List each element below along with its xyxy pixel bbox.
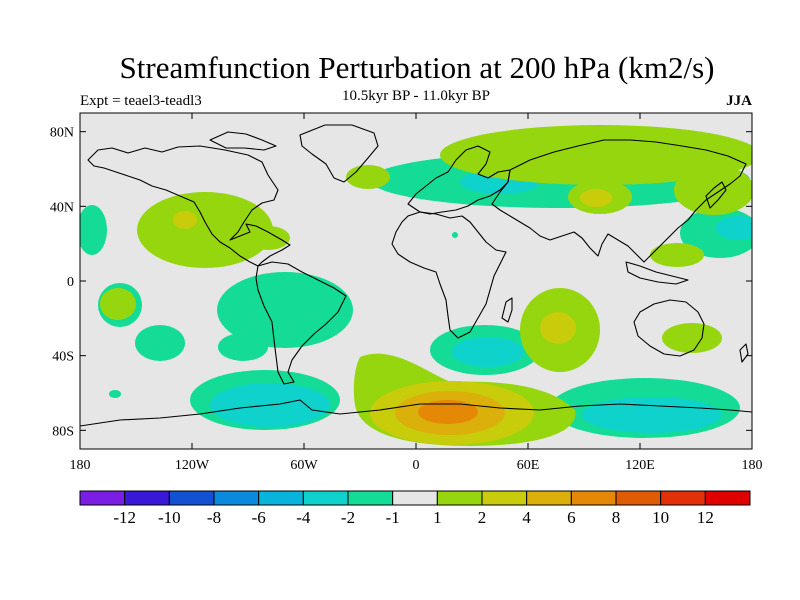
x-tick-label: 180 <box>742 458 763 473</box>
experiment-label: Expt = teael3-teadl3 <box>80 93 202 109</box>
australia-coastline <box>633 299 705 357</box>
x-tick-label: 180 <box>70 458 91 473</box>
colorbar: -12 -10 -8 -6 -4 -2 -1 1 2 4 6 8 10 12 <box>79 490 751 527</box>
colorbar-label: -1 <box>386 508 400 527</box>
anomaly-pos-north-pacific <box>137 192 273 268</box>
y-tick-label: 80S <box>52 424 74 439</box>
colorbar-swatch <box>213 490 260 506</box>
colorbar-label: -12 <box>113 508 136 527</box>
anomaly-neg-south-america-band <box>217 272 353 348</box>
map-content <box>80 113 752 449</box>
y-tick-label: 0 <box>67 275 74 290</box>
colorbar-swatch <box>392 490 438 506</box>
coastlines <box>80 124 752 427</box>
anomaly-neg-atlantic-small <box>109 390 121 398</box>
axis-ticks: 80N 40N 0 40S 80S 180 120W 60W 0 60E 120E 180 <box>50 113 763 473</box>
map-title: Streamfunction Perturbation at 200 hPa (… <box>119 50 715 85</box>
colorbar-swatch <box>168 490 215 506</box>
africa-coastline <box>391 211 507 339</box>
greenland-coastline <box>299 124 379 183</box>
anomaly-pos-core-indian-ocean <box>540 312 576 344</box>
x-tick-label: 60E <box>517 458 540 473</box>
anomaly-pos-east-asia <box>674 165 752 215</box>
anomaly-neg-indian-ocean-small <box>452 232 458 238</box>
asia-coastline <box>491 139 747 263</box>
colorbar-label: -8 <box>207 508 221 527</box>
anomaly-neg-core-south-atlantic <box>452 337 524 367</box>
colorbar-label: 4 <box>522 508 531 527</box>
southeast-asia-islands-coastline <box>625 261 689 285</box>
europe-coastline <box>407 145 511 215</box>
anomaly-pos-equatorial-pacific <box>100 288 136 320</box>
anomaly-pos-australia <box>662 323 722 353</box>
anomaly-neg-core-west-pacific <box>716 216 752 240</box>
anomaly-neg-south-pacific-center <box>218 333 268 361</box>
anomaly-pos-core-north-pacific <box>173 211 197 229</box>
anomaly-pos-core-central-asia <box>580 189 612 207</box>
colorbar-label: -4 <box>296 508 311 527</box>
anomaly-pos-greenland <box>346 165 390 189</box>
colorbar-label: -6 <box>252 508 266 527</box>
y-tick-label: 80N <box>50 126 74 141</box>
colorbar-label: -10 <box>158 508 181 527</box>
colorbar-swatch <box>124 490 170 506</box>
antarctica-coastline <box>80 399 752 427</box>
colorbar-swatch <box>302 490 349 506</box>
new-zealand-coastline <box>739 343 749 363</box>
colorbar-swatch <box>481 490 528 506</box>
colorbar-label: -2 <box>341 508 355 527</box>
anomaly-pos-central-america <box>246 226 290 250</box>
y-tick-label: 40N <box>50 200 74 215</box>
madagascar-coastline <box>501 297 513 323</box>
y-tick-label: 40S <box>52 350 74 365</box>
colorbar-swatch <box>79 490 126 506</box>
x-tick-label: 120E <box>625 458 655 473</box>
anomaly-pos-core4-southern-atlantic <box>418 400 478 424</box>
x-tick-label: 60W <box>290 458 318 473</box>
colorbar-swatch <box>258 490 304 506</box>
colorbar-swatch <box>704 490 751 506</box>
colorbar-label: 8 <box>612 508 621 527</box>
period-label: 10.5kyr BP - 11.0kyr BP <box>341 88 491 104</box>
colorbar-label: 12 <box>697 508 714 527</box>
colorbar-swatch <box>660 490 706 506</box>
colorbar-label: 6 <box>567 508 576 527</box>
japan-coastline <box>705 181 727 209</box>
anomaly-field <box>80 125 752 446</box>
arctic-islands-coastline <box>209 131 277 151</box>
colorbar-swatch <box>436 490 483 506</box>
north-america-coastline <box>87 145 291 267</box>
colorbar-swatch <box>570 490 617 506</box>
anomaly-pos-arctic-band <box>440 125 752 185</box>
x-tick-label: 120W <box>175 458 210 473</box>
colorbar-label: 1 <box>433 508 442 527</box>
anomaly-neg-core-southern-ocean-east <box>582 397 722 433</box>
anomaly-neg-north-pacific <box>80 205 107 255</box>
south-america-coastline <box>255 261 347 385</box>
colorbar-swatch <box>615 490 662 506</box>
colorbar-swatch <box>526 490 572 506</box>
colorbar-swatch <box>347 490 394 506</box>
colorbar-label: 10 <box>652 508 669 527</box>
season-label: JJA <box>726 93 752 109</box>
x-tick-label: 0 <box>413 458 420 473</box>
anomaly-pos-philippine-sea <box>650 243 704 267</box>
anomaly-neg-south-pacific-small <box>135 325 185 361</box>
colorbar-label: 2 <box>478 508 487 527</box>
